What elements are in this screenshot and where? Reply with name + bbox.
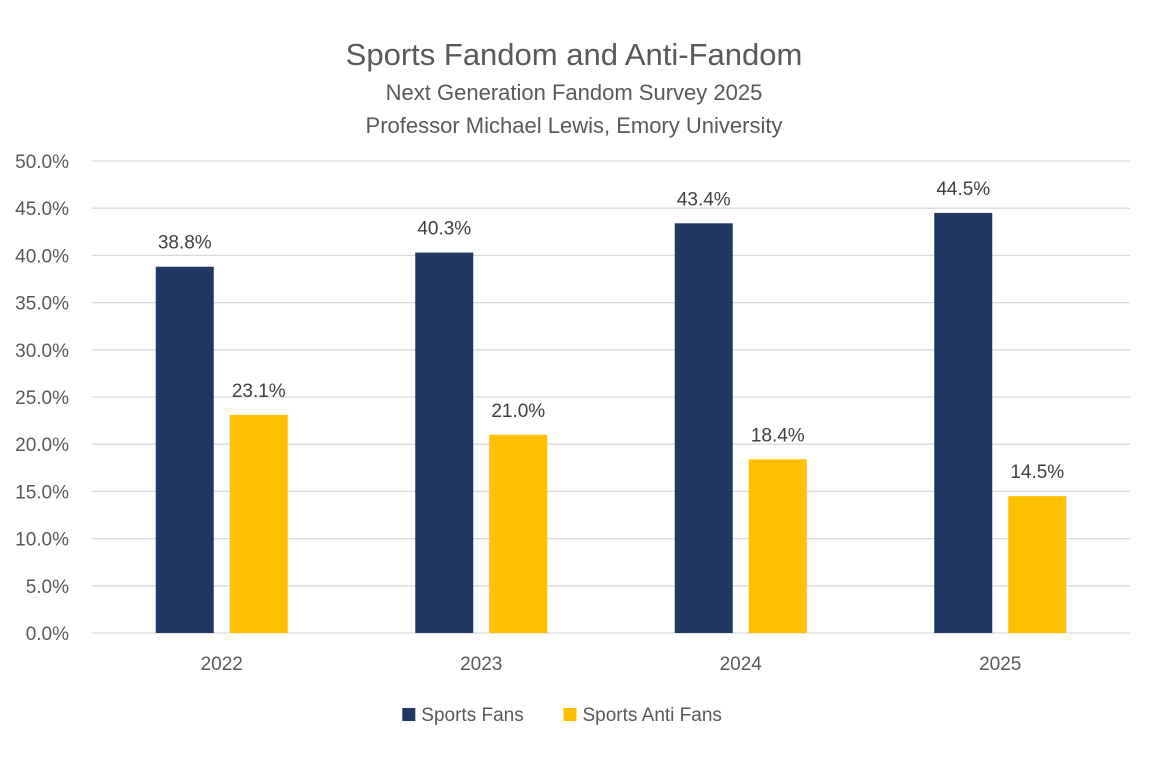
legend-label: Sports Fans xyxy=(421,705,523,726)
y-tick-label: 5.0% xyxy=(26,577,69,598)
x-category-label: 2023 xyxy=(460,654,502,675)
y-tick-label: 15.0% xyxy=(15,482,69,503)
bar-sports-fans-2025 xyxy=(934,212,993,634)
x-category-label: 2022 xyxy=(201,654,243,675)
bar-sports-anti-fans-2023 xyxy=(489,434,548,633)
y-tick-label: 40.0% xyxy=(15,246,69,267)
data-label: 23.1% xyxy=(232,381,286,402)
data-label: 14.5% xyxy=(1010,462,1064,483)
y-tick-label: 20.0% xyxy=(15,435,69,456)
data-label: 21.0% xyxy=(491,401,545,422)
bar-sports-fans-2023 xyxy=(415,252,474,633)
legend: Sports Fans Sports Anti Fans xyxy=(402,705,722,726)
legend-swatch xyxy=(563,708,577,721)
y-tick-label: 50.0% xyxy=(15,152,69,173)
x-category-label: 2025 xyxy=(979,654,1021,675)
chart-subtitle-line-2: Professor Michael Lewis, Emory Universit… xyxy=(366,113,783,138)
bar-sports-fans-2024 xyxy=(674,223,733,633)
data-label: 43.4% xyxy=(677,189,731,210)
bar-sports-anti-fans-2025 xyxy=(1008,496,1067,633)
chart-subtitle-line-1: Next Generation Fandom Survey 2025 xyxy=(386,80,763,105)
y-tick-label: 0.0% xyxy=(26,624,69,645)
data-label: 40.3% xyxy=(417,219,471,240)
chart-title: Sports Fandom and Anti-Fandom xyxy=(346,37,803,72)
legend-label: Sports Anti Fans xyxy=(583,705,722,726)
y-axis-tick-labels: 0.0% 5.0% 10.0% 15.0% 20.0% 25.0% 30.0% 35.0% 40… xyxy=(15,152,69,645)
y-tick-label: 45.0% xyxy=(15,199,69,220)
bar-sports-anti-fans-2022 xyxy=(229,414,288,633)
bar-sports-fans-2022 xyxy=(155,266,214,633)
data-label: 44.5% xyxy=(936,179,990,200)
data-label: 38.8% xyxy=(158,233,212,254)
data-label: 18.4% xyxy=(751,425,805,446)
y-tick-label: 35.0% xyxy=(15,294,69,315)
y-tick-label: 30.0% xyxy=(15,341,69,362)
data-labels: 38.8% 23.1% 40.3% 21.0% 43.4% 18.4% 44.5% 14.5% xyxy=(158,179,1064,483)
bar-sports-anti-fans-2024 xyxy=(748,459,807,633)
bars xyxy=(155,212,1067,634)
x-category-label: 2024 xyxy=(720,654,763,675)
y-tick-label: 25.0% xyxy=(15,388,69,409)
y-tick-label: 10.0% xyxy=(15,530,69,551)
x-axis-category-labels: 2022 2023 2024 2025 xyxy=(201,654,1022,675)
legend-swatch xyxy=(402,708,416,721)
